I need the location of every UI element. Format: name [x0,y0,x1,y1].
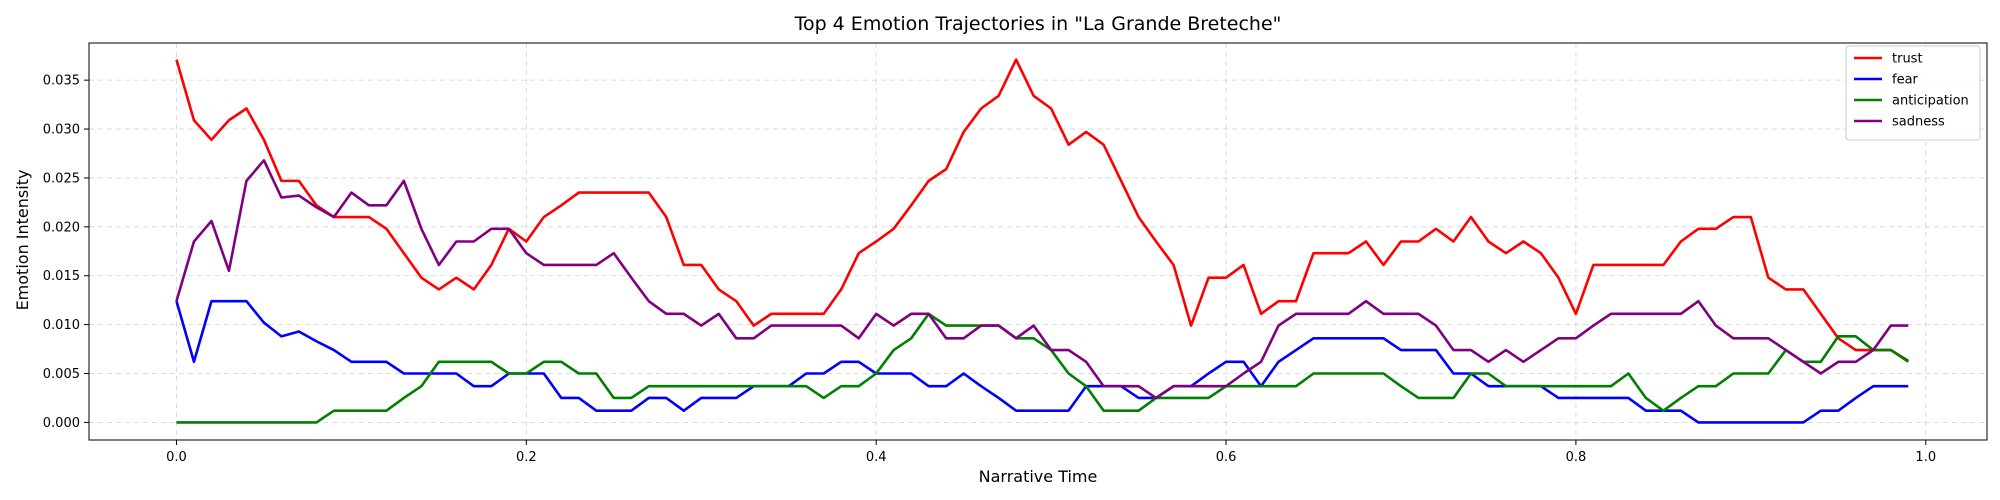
plot-area-frame [88,42,1988,441]
series-lines [175,58,1910,424]
x-tick-label: 1.0 [1915,450,1936,465]
x-tick-label: 0.8 [1566,450,1587,465]
x-tick-label: 0.2 [516,450,537,465]
grid [89,43,1987,440]
legend-label-anticipation: anticipation [1892,94,1969,109]
y-tick-label: 0.030 [43,123,80,138]
x-axis-label: Narrative Time [979,467,1098,486]
series-line-sadness [175,159,1909,400]
y-tick-label: 0.005 [43,367,80,382]
series-line-trust [175,58,1909,362]
x-axis-ticks: 0.0 0.2 0.4 0.6 0.8 1.0 [166,440,1936,465]
x-tick-label: 0.4 [866,450,887,465]
series-line-anticipation [176,312,1910,424]
y-tick-label: 0.025 [43,171,80,186]
y-axis-label: Emotion Intensity [13,170,32,311]
y-tick-label: 0.010 [43,318,80,333]
y-tick-label: 0.000 [43,416,80,431]
y-axis-ticks: 0.000 0.005 0.010 0.015 0.020 0.025 0.030 0.035 [43,74,89,431]
y-tick-label: 0.020 [43,220,80,235]
legend: trust fear anticipation sadness [1845,45,1981,141]
y-tick-label: 0.015 [43,269,80,284]
x-tick-label: 0.0 [166,450,187,465]
legend-label-trust: trust [1892,52,1923,67]
y-tick-label: 0.035 [43,74,80,89]
x-tick-label: 0.6 [1216,450,1237,465]
legend-label-fear: fear [1892,73,1919,88]
chart-title: Top 4 Emotion Trajectories in "La Grande… [794,13,1282,35]
legend-label-sadness: sadness [1892,115,1945,130]
series-line-fear [175,299,1909,424]
legend-box [1845,45,1981,141]
